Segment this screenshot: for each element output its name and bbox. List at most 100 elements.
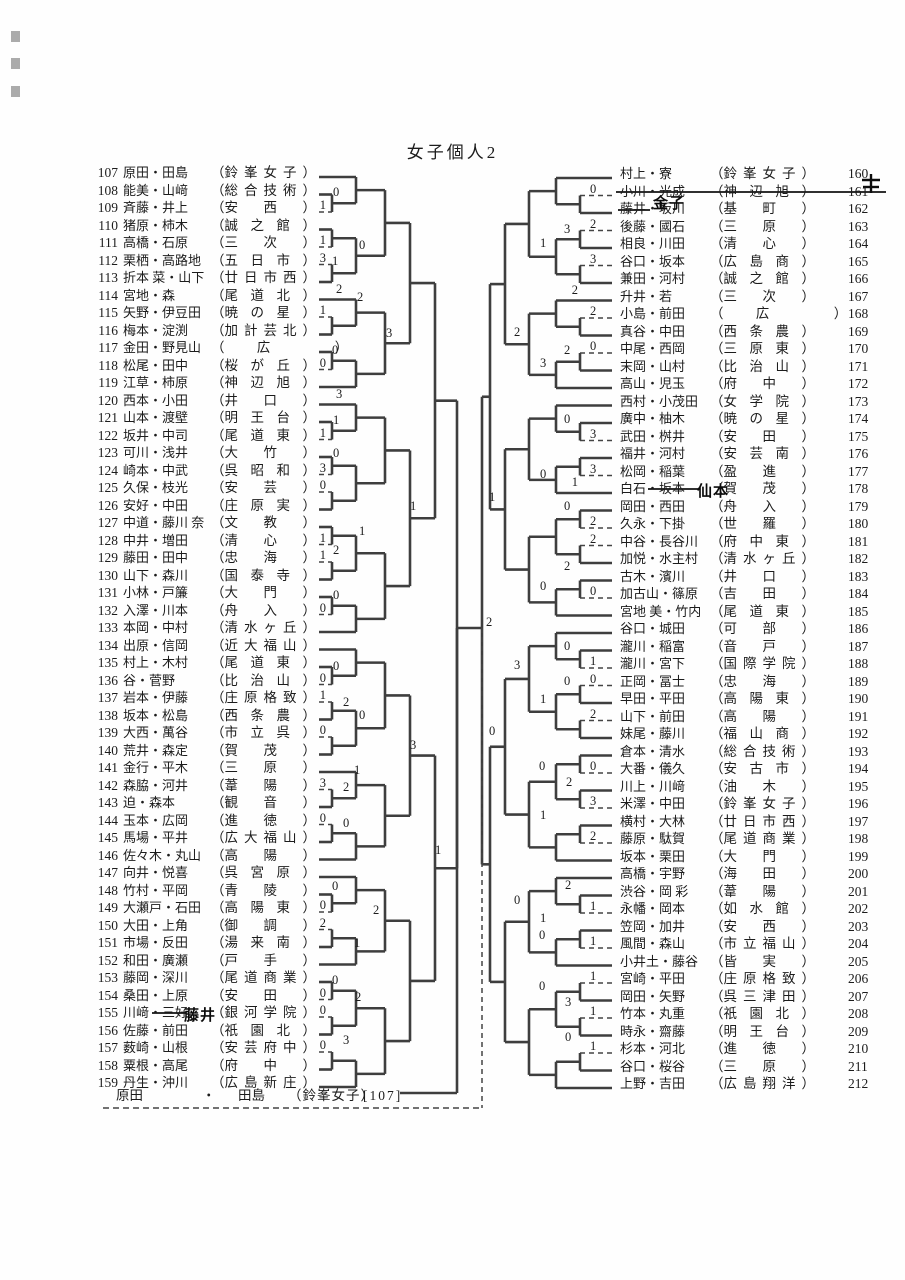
junction-score: 3 <box>514 658 521 672</box>
handwritten-correction: 仙本 <box>697 484 730 500</box>
paren-close: ） <box>302 165 317 180</box>
entry-name: 玉本・広岡 <box>123 812 189 828</box>
paren-open: （ <box>710 376 724 391</box>
junction-score: 3 <box>343 1033 350 1047</box>
entry-number: 170 <box>848 341 869 356</box>
match-score: 2 <box>590 829 597 843</box>
entry-school: （ 広 ） <box>211 339 348 357</box>
entry-school: （府中東） <box>710 533 815 551</box>
entry-number: 149 <box>97 900 118 915</box>
paren-open: （ <box>710 656 724 671</box>
junction-score: 0 <box>489 724 496 738</box>
junction-score: 1 <box>354 936 361 950</box>
paren-close: ） <box>801 603 816 619</box>
entry-number: 113 <box>98 270 118 285</box>
entry-name: 山下・森川 <box>123 567 189 583</box>
entry-school: （近大福山） <box>211 637 316 655</box>
school-name: 鈴峯女子 <box>224 165 303 180</box>
entry-name: 正岡・冨士 <box>620 673 686 689</box>
junction-score: 0 <box>564 412 571 426</box>
entry-school: （比治山） <box>211 672 316 690</box>
paren-close: ） <box>801 428 816 444</box>
entry-school: （呉三津田） <box>710 988 815 1006</box>
paren-open: （ <box>211 480 225 495</box>
entry-name: 薮崎・山根 <box>123 1040 189 1055</box>
entry-school: （尾道東） <box>710 603 815 621</box>
entry-school: （大門） <box>710 848 815 866</box>
entry-school: （加計芸北） <box>211 322 316 340</box>
entry-number: 133 <box>97 620 118 635</box>
paren-close: ） <box>302 707 317 723</box>
school-name: 井口 <box>723 568 802 584</box>
junction-score: 1 <box>540 911 547 925</box>
entry-name: 中尾・西岡 <box>620 341 686 356</box>
match-score: 0 <box>319 355 326 370</box>
paren-open: （ <box>211 340 225 355</box>
entry-school: （観音） <box>211 794 316 812</box>
match-score: 0 <box>590 181 597 196</box>
paren-close: ） <box>302 1005 317 1020</box>
entry-name: 猪原・柿木 <box>123 217 189 233</box>
paren-open: （ <box>710 218 724 234</box>
paren-open: （ <box>710 603 724 619</box>
entry-name: 藤原・駄賀 <box>620 831 686 846</box>
junction-score: 1 <box>435 843 442 857</box>
entry-number: 172 <box>848 376 869 391</box>
paren-close: ） <box>302 270 317 285</box>
paren-close: ） <box>302 410 317 425</box>
junction-score: 1 <box>540 692 547 706</box>
junction-score: 2 <box>514 325 521 339</box>
paren-close: ） <box>302 742 317 758</box>
school-name: 庄原実 <box>224 497 303 513</box>
entry-school: （広島翔洋） <box>710 1075 815 1093</box>
entry-name: 出原・信岡 <box>123 637 189 653</box>
paren-close: ） <box>801 761 816 776</box>
paren-close: ） <box>801 1006 816 1021</box>
entry-school: （忠海） <box>211 549 316 567</box>
entry-number: 200 <box>848 866 869 881</box>
entry-school: （進徳） <box>710 1040 815 1058</box>
entry-name: 梅本・淀渕 <box>123 322 189 338</box>
paren-close: ） <box>302 1040 317 1055</box>
school-name: 三次 <box>224 235 303 250</box>
entry-school: （可部） <box>710 620 815 638</box>
paren-close: ） <box>302 1075 317 1090</box>
entry-name: 岩本・伊藤 <box>123 690 189 705</box>
paren-close: ） <box>302 760 317 775</box>
paren-close: ） <box>801 516 816 531</box>
paren-close: ） <box>302 812 317 828</box>
school-name: 尾道東 <box>224 427 303 443</box>
entry-number: 131 <box>97 585 118 600</box>
paren-open: （ <box>710 988 724 1004</box>
paren-close: ） <box>302 305 317 320</box>
paren-open: （ <box>710 778 724 794</box>
entry-name: 岡田・西田 <box>620 498 686 514</box>
entry-school: （賀茂） <box>211 742 316 760</box>
school-name: 明王台 <box>224 410 303 425</box>
school-name: 安西 <box>224 200 303 215</box>
entry-name: 森脇・河井 <box>123 777 189 793</box>
school-name: 吉田 <box>723 586 802 601</box>
junction-score: 2 <box>373 903 380 917</box>
entry-school: （広島商） <box>710 253 815 271</box>
school-name: 賀茂 <box>723 481 802 496</box>
entry-school: （安西） <box>710 918 815 936</box>
match-score: 2 <box>590 531 597 546</box>
school-name: 井口 <box>224 392 303 408</box>
entry-number: 180 <box>848 516 869 531</box>
paren-close: ） <box>302 287 317 303</box>
entry-name: 和田・廣瀬 <box>123 952 189 968</box>
entry-name: 武田・桝井 <box>620 428 686 444</box>
paren-close: ） <box>801 183 816 199</box>
entry-name: 加古山・篠原 <box>620 586 699 601</box>
school-name: 誠之館 <box>723 271 802 286</box>
paren-close: ） <box>801 446 816 461</box>
entry-school: （安田） <box>211 987 316 1005</box>
match-score: 0 <box>319 478 326 492</box>
school-name: 清水ヶ丘 <box>723 551 802 566</box>
entry-name: 坂井・中司 <box>123 427 189 443</box>
match-score: 1 <box>590 654 597 668</box>
entry-name: 原田・田島 <box>123 165 189 180</box>
school-name: 安西 <box>723 918 802 934</box>
entry-name: 小井土・藤谷 <box>620 953 699 969</box>
